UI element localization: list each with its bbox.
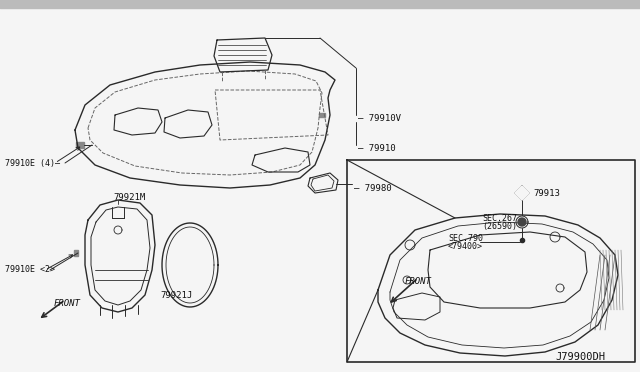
Text: — 79910: — 79910 bbox=[358, 144, 396, 153]
Text: SEC.790: SEC.790 bbox=[448, 234, 483, 243]
Polygon shape bbox=[319, 113, 325, 117]
Text: — 79910V: — 79910V bbox=[358, 113, 401, 122]
Polygon shape bbox=[518, 218, 526, 226]
Text: 79921J: 79921J bbox=[160, 291, 192, 299]
Polygon shape bbox=[515, 186, 529, 200]
Text: 79913: 79913 bbox=[533, 189, 560, 198]
Text: 79910E <2>: 79910E <2> bbox=[5, 266, 55, 275]
Text: (26590): (26590) bbox=[482, 221, 517, 231]
Text: — 79980: — 79980 bbox=[354, 183, 392, 192]
Text: 79910E (4)—: 79910E (4)— bbox=[5, 158, 60, 167]
Polygon shape bbox=[76, 142, 84, 148]
Text: <79400>: <79400> bbox=[448, 241, 483, 250]
Text: FRONT: FRONT bbox=[54, 299, 81, 308]
Text: 79921M: 79921M bbox=[113, 192, 145, 202]
Text: J79900DH: J79900DH bbox=[555, 352, 605, 362]
Polygon shape bbox=[74, 250, 78, 256]
Text: FRONT: FRONT bbox=[405, 276, 432, 285]
Text: SEC.267: SEC.267 bbox=[482, 214, 517, 222]
